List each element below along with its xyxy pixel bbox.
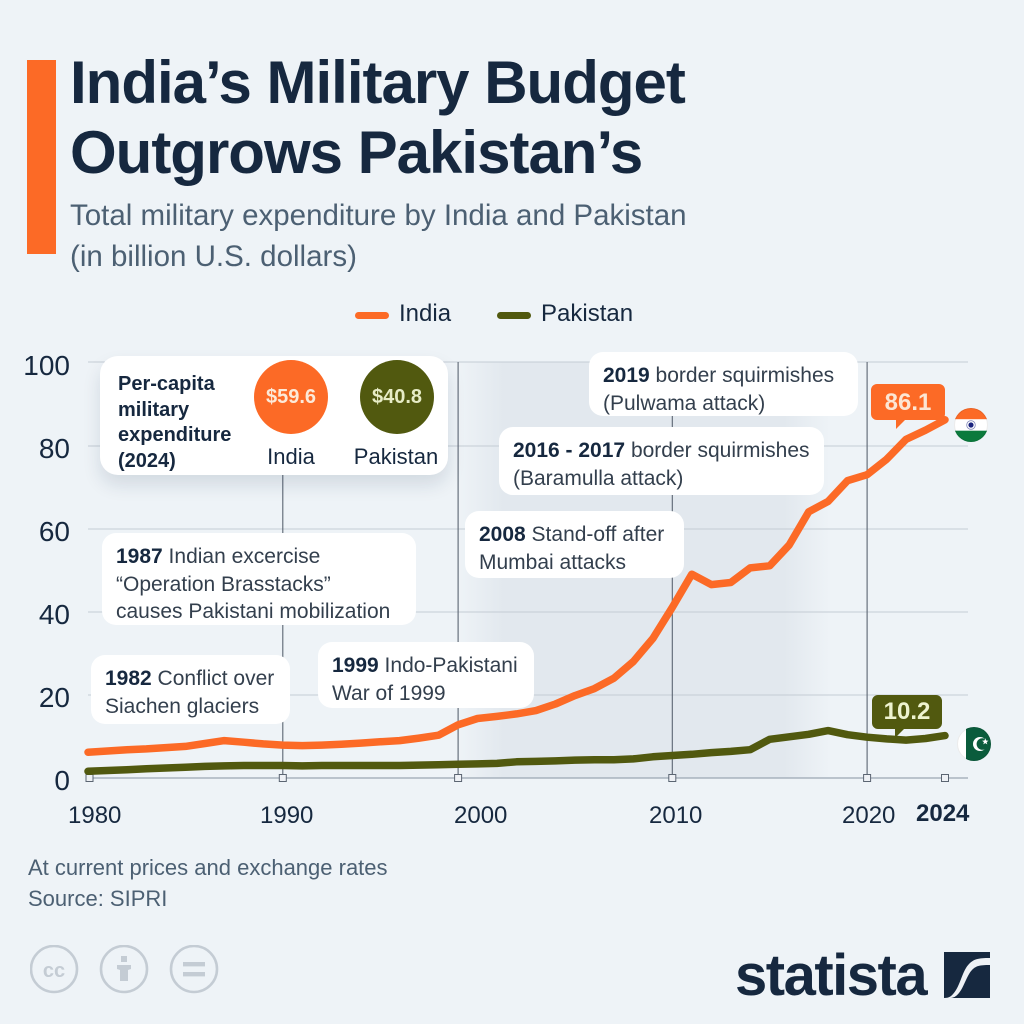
svg-text:cc: cc xyxy=(43,960,65,982)
svg-text:86.1: 86.1 xyxy=(885,389,932,416)
svg-text:10.2: 10.2 xyxy=(884,698,931,725)
